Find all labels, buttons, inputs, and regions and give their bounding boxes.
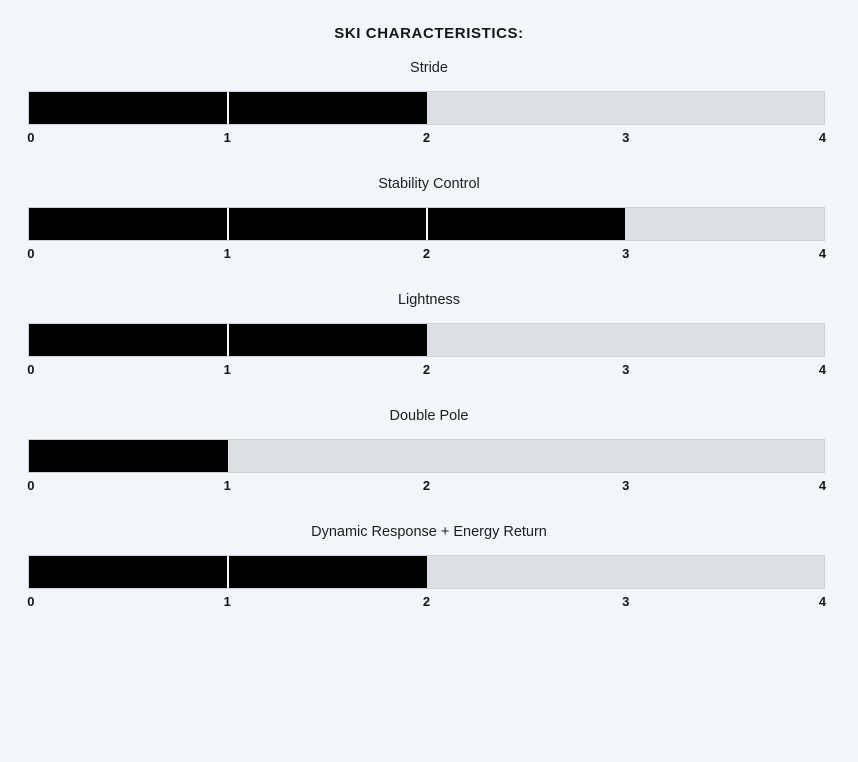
axis-tick-label: 4 bbox=[818, 130, 827, 145]
axis-ticks: 0 1 2 3 4 bbox=[27, 477, 827, 499]
axis-tick-label: 3 bbox=[622, 594, 630, 609]
axis-tick-label: 0 bbox=[27, 246, 35, 261]
axis-tick-label: 1 bbox=[223, 478, 231, 493]
axis-tick-label: 1 bbox=[223, 130, 231, 145]
rating-track bbox=[28, 207, 825, 241]
segment-divider bbox=[226, 92, 229, 124]
segment-divider bbox=[226, 556, 229, 588]
bar-area: 0 1 2 3 4 bbox=[27, 91, 827, 151]
characteristic-row-dynamic-response: Dynamic Response + Energy Return 0 1 2 3 4 bbox=[0, 522, 858, 615]
axis-tick-label: 0 bbox=[27, 362, 35, 377]
axis-tick-label: 4 bbox=[818, 246, 827, 261]
characteristic-row-double-pole: Double Pole 0 1 2 3 4 bbox=[0, 406, 858, 499]
rating-fill bbox=[29, 208, 626, 240]
page-title: SKI CHARACTERISTICS: bbox=[334, 25, 524, 42]
characteristic-label: Dynamic Response + Energy Return bbox=[311, 524, 547, 540]
characteristic-label: Lightness bbox=[397, 292, 461, 308]
axis-tick-label: 2 bbox=[422, 594, 431, 609]
axis-tick-label: 3 bbox=[622, 478, 630, 493]
characteristic-label: Double Pole bbox=[389, 408, 469, 424]
segment-divider bbox=[226, 324, 229, 356]
axis-tick-label: 3 bbox=[622, 130, 630, 145]
rating-track bbox=[28, 323, 825, 357]
segment-divider bbox=[226, 208, 229, 240]
rating-track bbox=[28, 439, 825, 473]
axis-tick-label: 0 bbox=[27, 594, 35, 609]
axis-ticks: 0 1 2 3 4 bbox=[27, 361, 827, 383]
axis-tick-label: 1 bbox=[223, 246, 231, 261]
axis-tick-label: 1 bbox=[223, 362, 231, 377]
axis-tick-label: 2 bbox=[422, 478, 431, 493]
characteristic-label: Stability Control bbox=[378, 176, 480, 192]
segment-divider bbox=[425, 208, 428, 240]
axis-tick-label: 2 bbox=[422, 362, 431, 377]
characteristics-list: Stride 0 1 2 3 4 Stability Control 0 1 2 3 4 Lig… bbox=[0, 58, 858, 615]
axis-tick-label: 1 bbox=[223, 594, 231, 609]
axis-tick-label: 0 bbox=[27, 478, 35, 493]
axis-tick-label: 2 bbox=[422, 130, 431, 145]
characteristic-row-stability-control: Stability Control 0 1 2 3 4 bbox=[0, 174, 858, 267]
axis-ticks: 0 1 2 3 4 bbox=[27, 245, 827, 267]
axis-tick-label: 3 bbox=[622, 362, 630, 377]
axis-ticks: 0 1 2 3 4 bbox=[27, 129, 827, 151]
rating-track bbox=[28, 555, 825, 589]
bar-area: 0 1 2 3 4 bbox=[27, 207, 827, 267]
axis-tick-label: 4 bbox=[818, 594, 827, 609]
rating-fill bbox=[29, 440, 228, 472]
axis-tick-label: 2 bbox=[422, 246, 431, 261]
bar-area: 0 1 2 3 4 bbox=[27, 439, 827, 499]
characteristic-row-stride: Stride 0 1 2 3 4 bbox=[0, 58, 858, 151]
axis-tick-label: 3 bbox=[622, 246, 630, 261]
rating-track bbox=[28, 91, 825, 125]
axis-ticks: 0 1 2 3 4 bbox=[27, 593, 827, 615]
bar-area: 0 1 2 3 4 bbox=[27, 323, 827, 383]
bar-area: 0 1 2 3 4 bbox=[27, 555, 827, 615]
characteristic-row-lightness: Lightness 0 1 2 3 4 bbox=[0, 290, 858, 383]
axis-tick-label: 4 bbox=[818, 362, 827, 377]
axis-tick-label: 4 bbox=[818, 478, 827, 493]
characteristic-label: Stride bbox=[410, 60, 448, 76]
axis-tick-label: 0 bbox=[27, 130, 35, 145]
